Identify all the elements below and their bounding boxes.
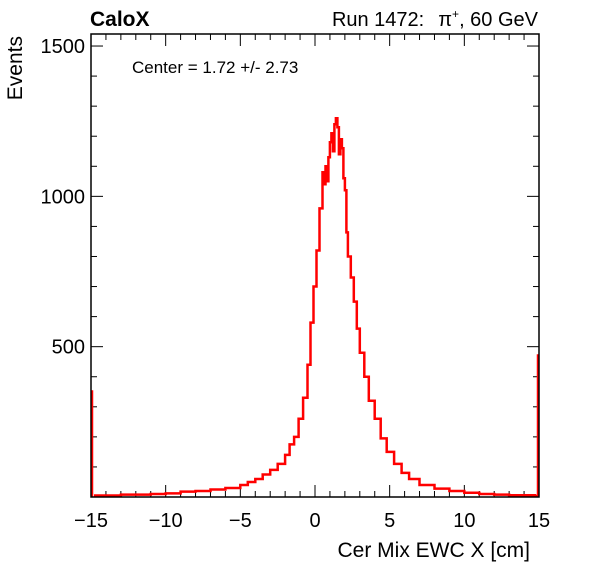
beam-energy: , 60 GeV <box>459 9 539 31</box>
x-tick-label: 0 <box>309 510 320 532</box>
y-tick-label: 1500 <box>41 36 86 58</box>
x-tick-label: 15 <box>528 510 550 532</box>
particle-charge: + <box>452 7 459 21</box>
y-axis-title: Events <box>4 36 27 100</box>
plot-frame <box>90 33 540 498</box>
x-tick-label: 10 <box>453 510 475 532</box>
x-tick-label: 5 <box>384 510 395 532</box>
histogram-line <box>94 116 538 497</box>
x-axis-title: Cer Mix EWC X [cm] <box>338 539 531 562</box>
y-tick-label: 500 <box>52 337 85 359</box>
particle-symbol: π <box>438 9 452 31</box>
x-tick-label: −10 <box>149 510 183 532</box>
experiment-label: CaloX <box>90 8 150 31</box>
center-annotation: Center = 1.72 +/- 2.73 <box>132 58 298 77</box>
x-tick-label: −5 <box>229 510 252 532</box>
y-tick-label: 1000 <box>41 186 86 208</box>
run-prefix: Run 1472: <box>332 9 424 31</box>
run-label: Run 1472: π+, 60 GeV <box>332 7 539 31</box>
x-tick-label: −15 <box>74 510 108 532</box>
